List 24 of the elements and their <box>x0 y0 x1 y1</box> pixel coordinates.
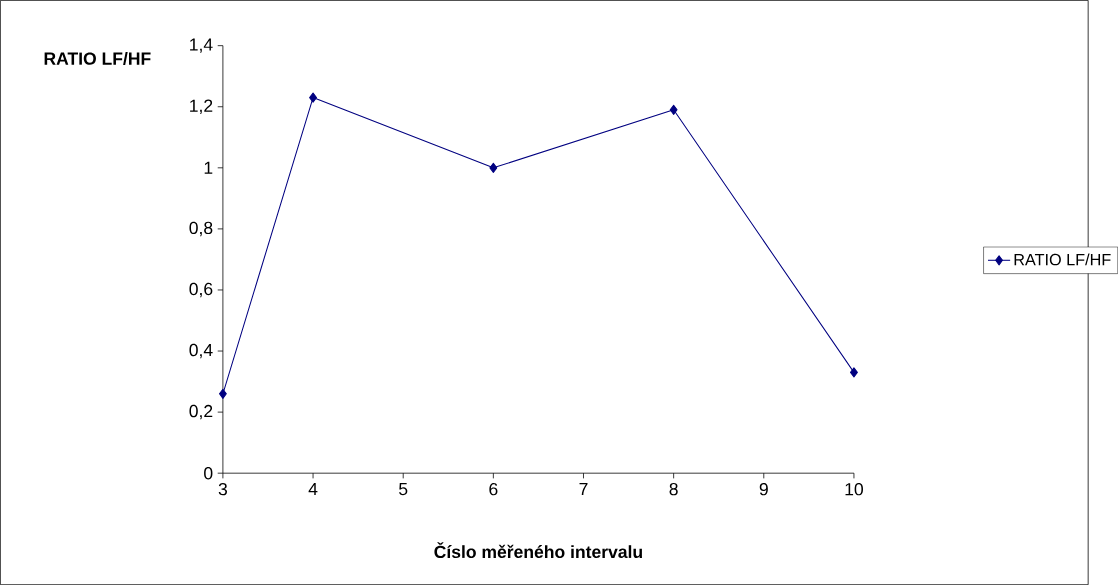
point <box>218 388 227 399</box>
y-axis-title: RATIO LF/HF <box>44 51 151 65</box>
point <box>669 104 678 115</box>
y-tick-label: 0,6 <box>189 282 213 298</box>
x-tick-label: 8 <box>669 482 678 496</box>
x-tick-label: 4 <box>308 482 318 495</box>
x-tick-label: 3 <box>218 482 228 496</box>
y-tick-label: 1,4 <box>190 38 213 53</box>
point <box>309 92 317 103</box>
legend-label: RATIO LF/HF <box>1014 253 1111 266</box>
y-tick-label: 1,2 <box>190 99 213 114</box>
y-tick-label: 0,8 <box>189 221 213 237</box>
x-tick-label: 10 <box>845 482 863 496</box>
x-tick-label: 9 <box>759 482 768 496</box>
x-axis-title: Číslo měřeného intervalu <box>434 542 642 559</box>
y-tick-label: 0,2 <box>189 404 213 420</box>
point <box>850 367 858 378</box>
x-tick-label: 6 <box>489 482 498 496</box>
y-tick-label: 0 <box>204 466 213 480</box>
y-tick-label: 0,4 <box>189 343 213 359</box>
point <box>489 162 498 173</box>
x-tick-label: 5 <box>399 482 408 496</box>
y-tick-label: 1 <box>204 161 213 174</box>
x-tick-label: 7 <box>579 482 588 495</box>
